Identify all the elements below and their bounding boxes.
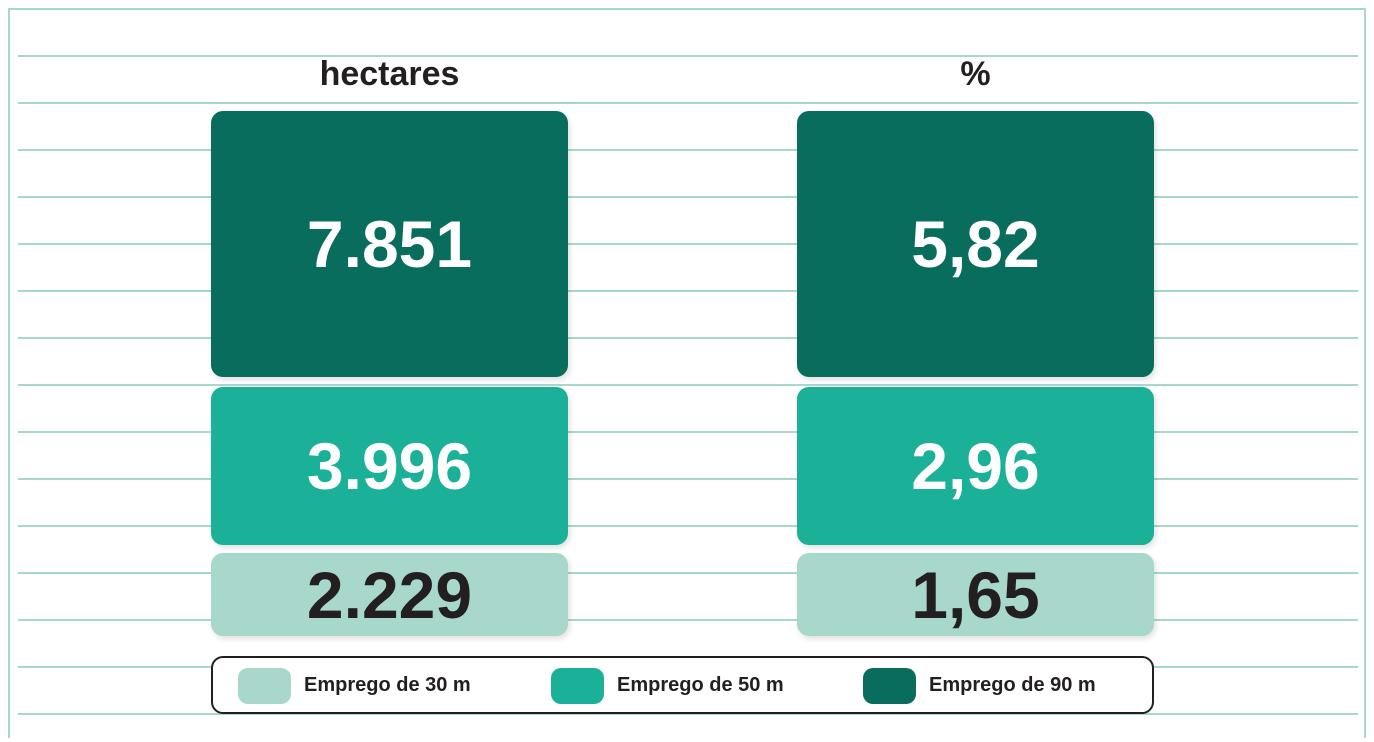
legend-swatch [238,668,291,704]
column-title: hectares [319,55,460,93]
frame [8,8,1366,738]
legend-label: Emprego de 50 m [617,674,784,696]
legend: Emprego de 30 m Emprego de 50 m Emprego de… [211,656,1154,714]
value-box: 2.229 [211,553,568,636]
rule-line [18,337,1358,339]
rule-line [18,102,1358,104]
rule-line [18,431,1358,433]
rule-line [18,290,1358,292]
legend-swatch [551,668,604,704]
rule-line [18,713,1358,715]
value-box: 1,65 [797,553,1154,636]
rule-line [18,572,1358,574]
rule-line [18,525,1358,527]
value-box: 5,82 [797,111,1154,377]
rule-line [18,149,1358,151]
rule-line [18,478,1358,480]
column-title: % [960,55,991,93]
legend-swatch [863,668,916,704]
value-box: 7.851 [211,111,568,377]
rule-line [18,243,1358,245]
legend-label: Emprego de 30 m [304,674,471,696]
legend-label: Emprego de 90 m [929,674,1096,696]
rule-line [18,196,1358,198]
rule-line [18,619,1358,621]
rule-line [18,384,1358,386]
value-box: 2,96 [797,387,1154,545]
rule-line [18,55,1358,57]
value-box: 3.996 [211,387,568,545]
